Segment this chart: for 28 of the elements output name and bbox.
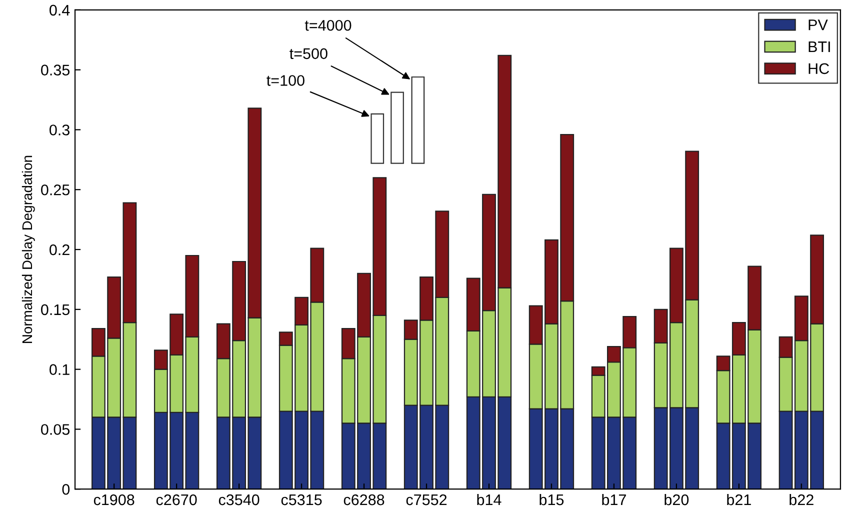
legend-label: HC (808, 63, 830, 74)
legend-label: PV (808, 20, 828, 30)
annotation: t=500 (290, 48, 328, 60)
y-tick-label: 0.3 (50, 124, 70, 136)
annotation: t=100 (266, 75, 304, 86)
y-tick-label: 0.2 (50, 244, 70, 256)
x-tick-label: c7552 (406, 494, 447, 506)
legend-label: BTI (808, 42, 830, 52)
x-tick-label: b15 (540, 494, 564, 506)
x-tick-label: c1908 (94, 494, 134, 506)
y-tick-label: 0 (62, 484, 70, 495)
y-tick-label: 0.4 (50, 4, 70, 16)
x-tick-label: c6288 (344, 494, 384, 506)
x-tick-label: b14 (477, 494, 502, 506)
y-tick-label: 0.35 (41, 64, 70, 76)
y-tick-label: 0.05 (41, 424, 70, 435)
x-tick-label: c3540 (218, 494, 260, 506)
x-tick-label: c2670 (156, 494, 197, 506)
y-axis-title: Normalized Delay Degradation (22, 156, 35, 343)
x-tick-label: b21 (727, 494, 751, 506)
y-tick-label: 0.1 (50, 364, 70, 375)
y-tick-label: 0.15 (41, 304, 70, 316)
x-tick-label: b20 (664, 494, 689, 506)
x-tick-label: b22 (790, 494, 814, 506)
x-tick-label: b17 (602, 494, 626, 506)
y-tick-label: 0.25 (41, 184, 70, 196)
annotation: t=4000 (304, 20, 352, 31)
x-tick-label: c5315 (281, 494, 322, 506)
